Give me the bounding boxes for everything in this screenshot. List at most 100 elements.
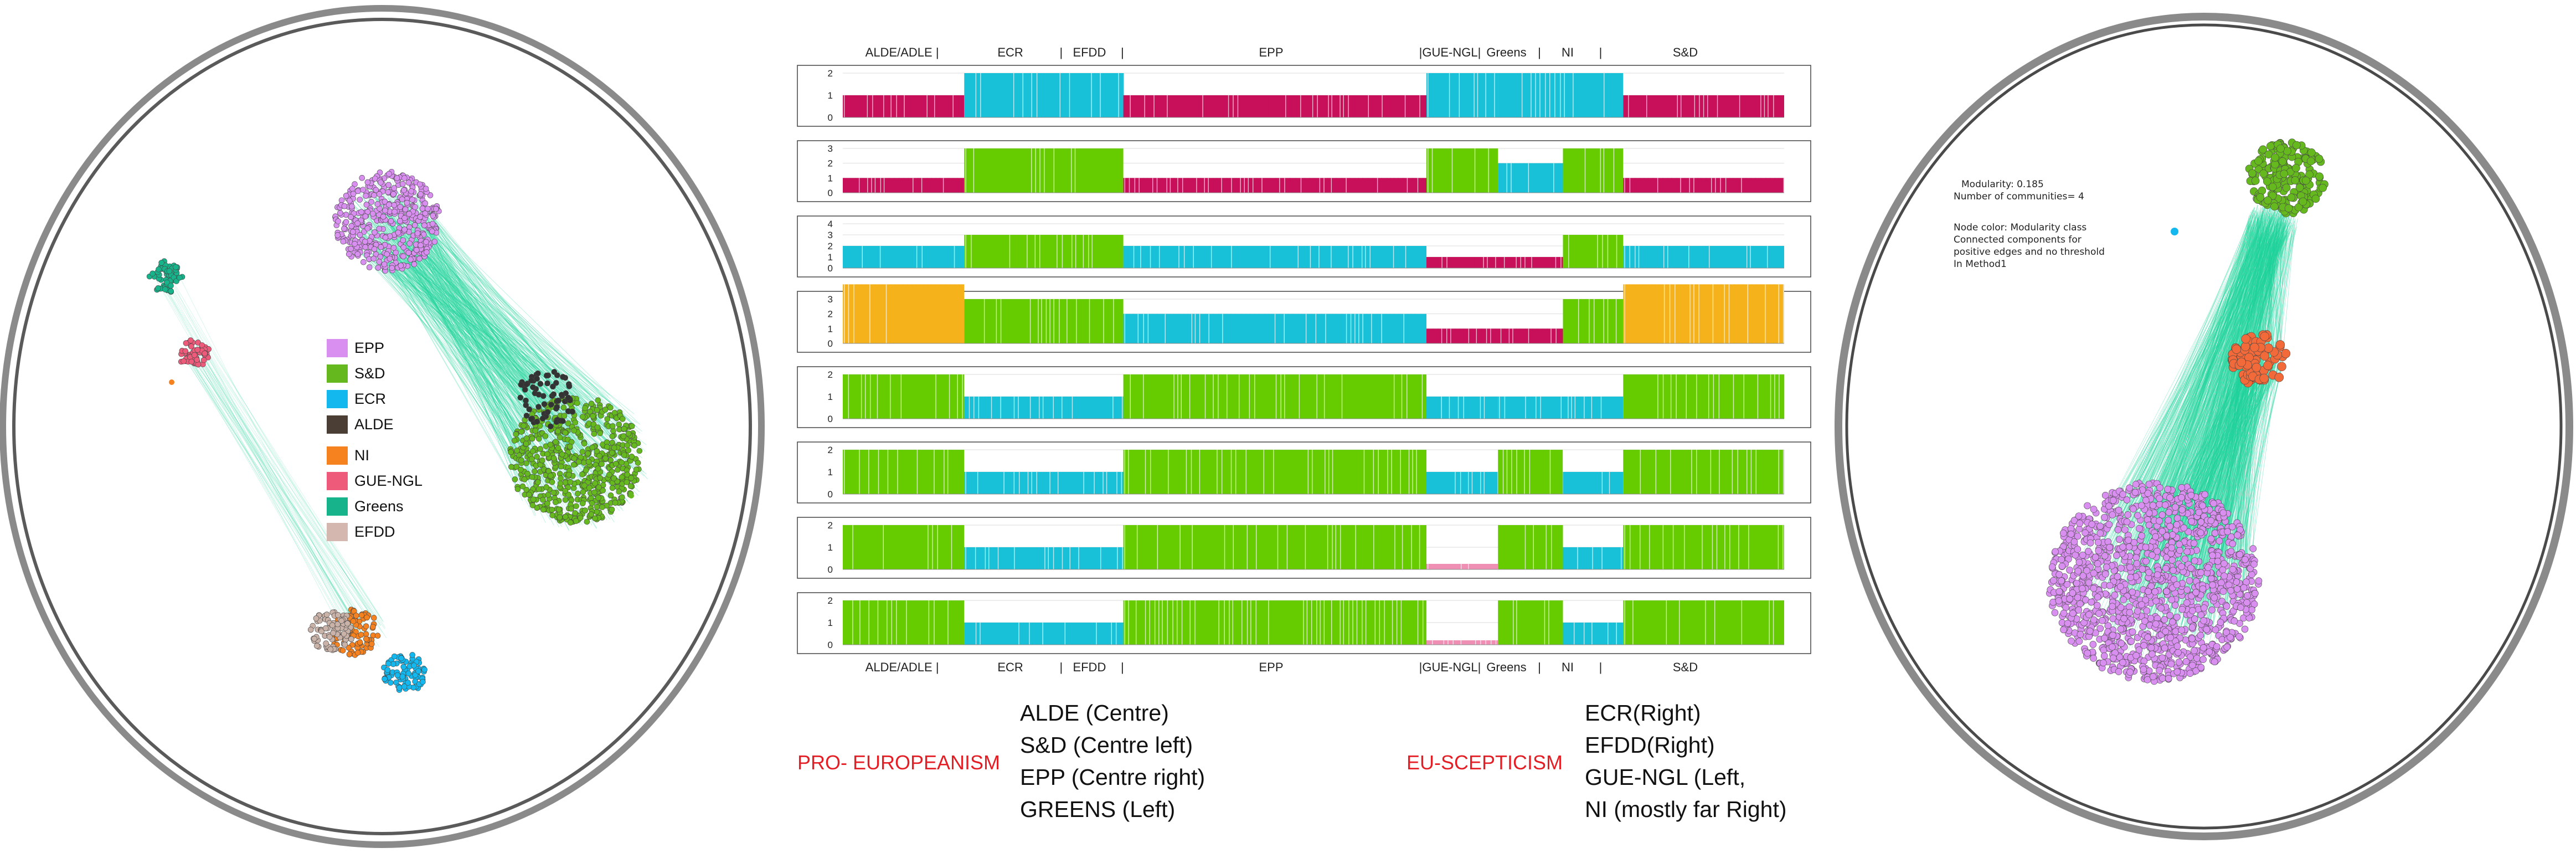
edge bbox=[2194, 375, 2243, 607]
sd-node bbox=[620, 433, 627, 439]
edge bbox=[2230, 380, 2246, 538]
edge bbox=[2130, 200, 2268, 552]
sd-node bbox=[530, 496, 537, 502]
sd-node bbox=[557, 514, 563, 521]
strip-tick bbox=[1352, 600, 1353, 645]
epp-node bbox=[391, 202, 398, 208]
strip-tick bbox=[1150, 246, 1151, 268]
strip-tick bbox=[1245, 314, 1246, 343]
edge bbox=[2196, 375, 2270, 592]
edge bbox=[2187, 214, 2260, 607]
edge bbox=[2176, 364, 2248, 536]
edge bbox=[353, 239, 564, 392]
sd-node bbox=[518, 457, 524, 464]
strip-tick bbox=[1698, 284, 1699, 343]
efdd-node bbox=[314, 643, 320, 649]
edge bbox=[2251, 235, 2286, 340]
strip-tick bbox=[1738, 246, 1739, 268]
edge bbox=[2124, 240, 2283, 626]
strip-tick bbox=[965, 623, 966, 645]
strip-tick bbox=[1197, 95, 1198, 117]
strip-tick bbox=[1472, 397, 1474, 419]
strip-tick bbox=[1037, 623, 1038, 645]
edge bbox=[2092, 233, 2261, 558]
edge bbox=[2124, 350, 2256, 568]
edge bbox=[2202, 219, 2274, 634]
strip-tick bbox=[1573, 235, 1574, 268]
strip-tick bbox=[1645, 450, 1646, 494]
strip-tick bbox=[978, 148, 980, 193]
strip-tick bbox=[995, 148, 996, 193]
epp-node bbox=[414, 230, 421, 237]
alde-node bbox=[535, 404, 542, 410]
strip-tick bbox=[1002, 623, 1003, 645]
edge bbox=[193, 358, 371, 620]
ecr-node bbox=[394, 672, 401, 679]
sd-node bbox=[566, 443, 573, 450]
strip-tick bbox=[1161, 178, 1162, 193]
alde-node bbox=[555, 398, 561, 404]
strip-tick bbox=[945, 284, 946, 343]
edge bbox=[2208, 349, 2248, 618]
edge bbox=[161, 271, 384, 622]
edge bbox=[2132, 357, 2250, 604]
edge bbox=[414, 213, 543, 449]
strip-tick bbox=[918, 525, 919, 569]
strip-tick bbox=[1257, 246, 1258, 268]
edge bbox=[393, 251, 615, 442]
epp-node bbox=[364, 179, 371, 186]
epp-node bbox=[422, 210, 429, 217]
epp-node bbox=[341, 203, 348, 209]
edge bbox=[2176, 225, 2286, 612]
edge bbox=[363, 232, 645, 476]
strip-tick bbox=[1538, 257, 1539, 268]
sd-node bbox=[549, 479, 555, 485]
group-label: S&D bbox=[1672, 660, 1698, 674]
edge bbox=[2165, 204, 2268, 626]
strip-tick bbox=[1224, 525, 1225, 569]
alde-node bbox=[528, 416, 534, 422]
strip-tick bbox=[924, 600, 925, 645]
strip-tick bbox=[1773, 450, 1774, 494]
strip-tick bbox=[1714, 600, 1715, 645]
sd-node bbox=[529, 474, 535, 480]
strip-tick bbox=[1516, 450, 1517, 494]
edge bbox=[174, 285, 371, 616]
edge bbox=[2199, 234, 2283, 535]
strip-tick bbox=[865, 284, 867, 343]
edge bbox=[408, 217, 625, 486]
strip-tick bbox=[1512, 397, 1513, 419]
strip-tick bbox=[1760, 95, 1761, 117]
edge bbox=[2101, 213, 2258, 588]
strip-tick bbox=[1327, 178, 1328, 193]
edge bbox=[2201, 226, 2285, 552]
strip-tick bbox=[1742, 246, 1743, 268]
strip-tick bbox=[852, 246, 853, 268]
strip-tick bbox=[867, 246, 868, 268]
strip-tick bbox=[1545, 450, 1547, 494]
strip-tick bbox=[1241, 95, 1243, 117]
edge bbox=[369, 258, 589, 401]
strip-tick bbox=[1199, 450, 1201, 494]
strip-tick bbox=[1398, 314, 1399, 343]
party-legend: EPP S&D ECR ALDE NI GUE-NGL Greens EFDD bbox=[327, 335, 423, 544]
strip-tick bbox=[1504, 600, 1505, 645]
epp-node bbox=[405, 179, 412, 186]
sd-node bbox=[550, 455, 557, 461]
strip-tick bbox=[1535, 73, 1536, 117]
strip-tick bbox=[1539, 73, 1541, 117]
strip-tick bbox=[1137, 450, 1138, 494]
strip-tick bbox=[1470, 640, 1471, 645]
strip-tick bbox=[1480, 397, 1481, 419]
strip-tick bbox=[913, 374, 914, 419]
strip-tick bbox=[1231, 178, 1232, 193]
strip-tick bbox=[1703, 374, 1704, 419]
ecr-node bbox=[405, 670, 412, 677]
edge bbox=[2158, 214, 2252, 528]
alde-node bbox=[569, 408, 575, 415]
edge bbox=[365, 185, 544, 430]
edge bbox=[2161, 232, 2288, 599]
strip-tick bbox=[1554, 450, 1555, 494]
edge bbox=[426, 215, 568, 395]
pro-party-list: ALDE (Centre) S&D (Centre left) EPP (Cen… bbox=[1020, 697, 1205, 825]
